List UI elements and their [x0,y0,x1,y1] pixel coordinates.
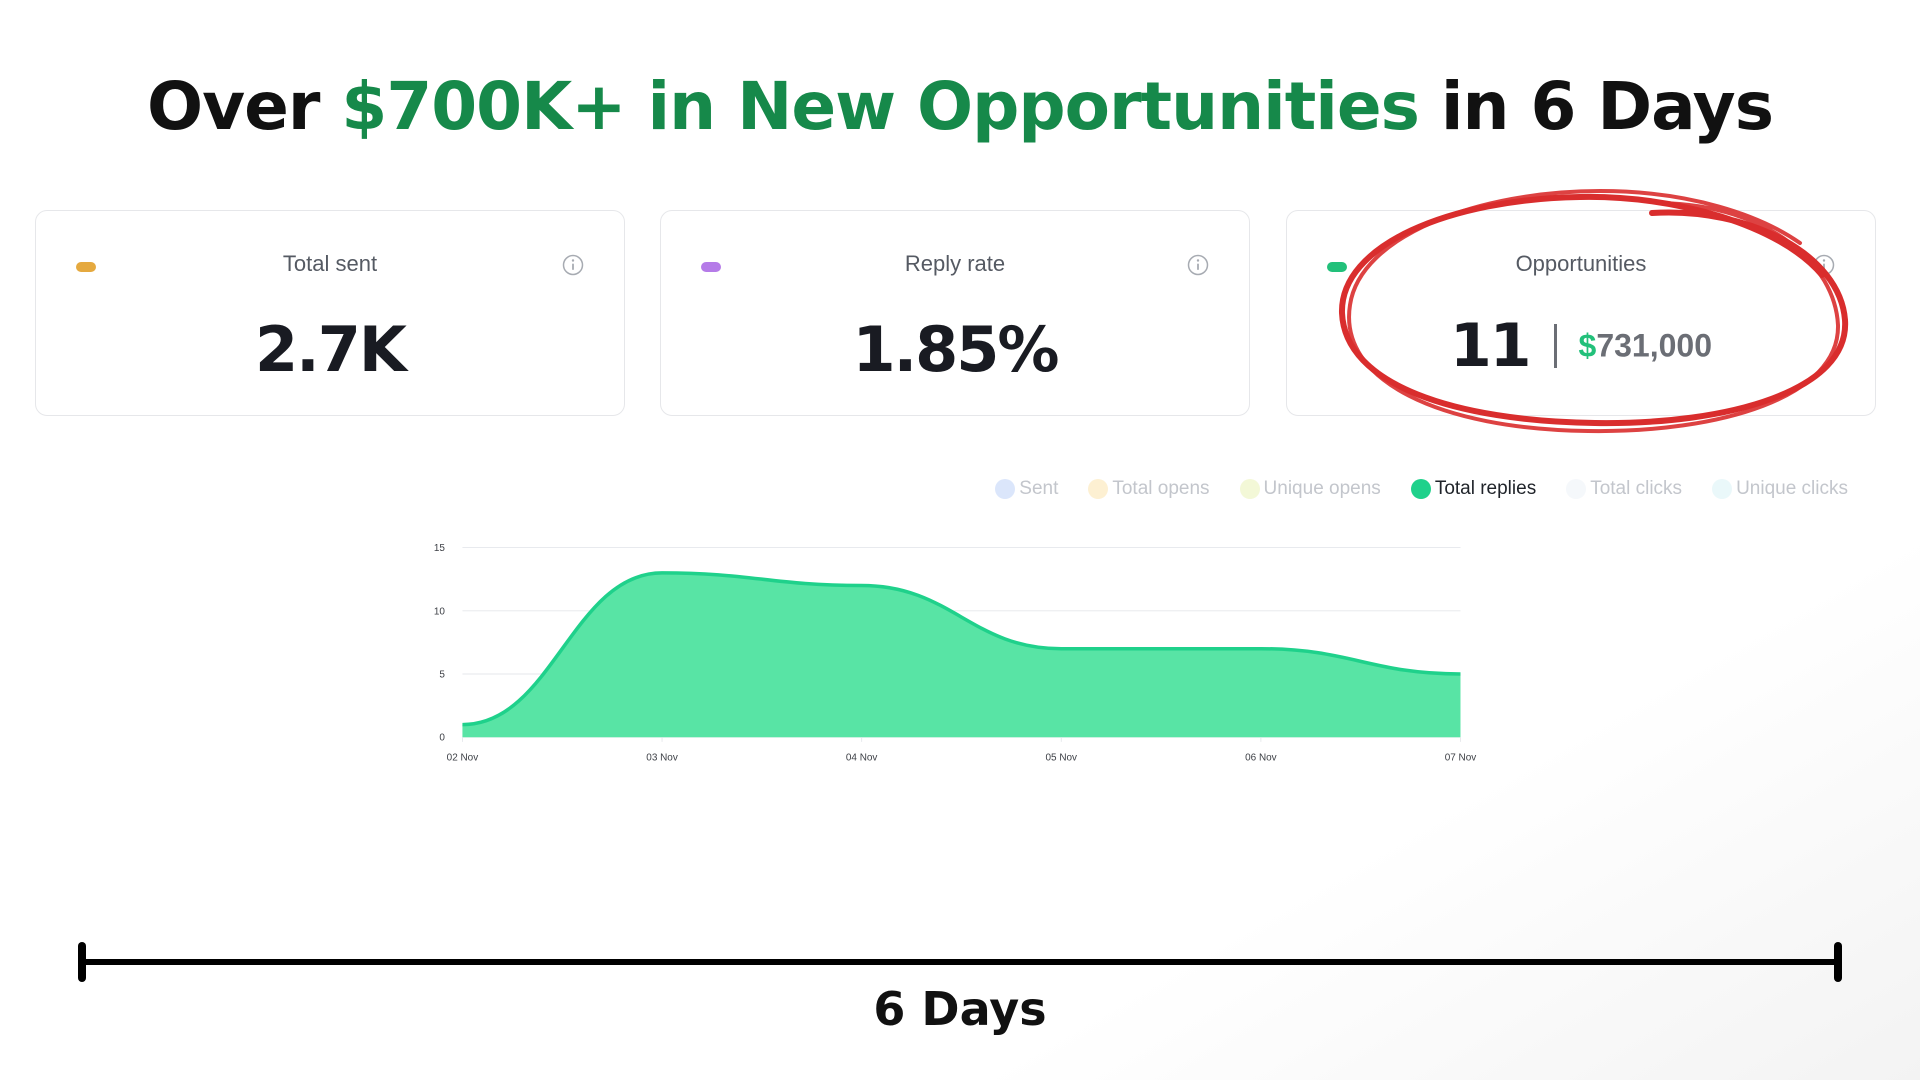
legend-swatch [1410,479,1431,499]
x-tick-label: 06 Nov [1245,753,1277,764]
total-sent-card: Total sent 2.7K [35,210,625,416]
opportunities-label: Opportunities [1515,251,1647,276]
y-tick-label: 10 [434,606,446,617]
reply-rate-color-dot [701,262,721,272]
info-icon[interactable] [562,254,584,276]
y-tick-label: 15 [434,543,446,554]
x-tick-label: 05 Nov [1046,753,1078,764]
x-tick-label: 02 Nov [447,753,479,764]
red-highlight-circle [1338,188,1849,434]
span-bracket [78,942,1842,982]
legend-label: Sent [1019,478,1059,499]
legend-swatch [1566,479,1587,499]
x-tick-label: 03 Nov [646,753,678,764]
span-label: 6 Days [873,982,1047,1036]
y-tick-label: 0 [439,733,445,744]
replies-area-chart: 0 5 10 15 02 Nov 03 Nov 04 Nov 05 Nov 06 Nov 07 N… [434,543,1477,764]
legend-label: Total opens [1112,478,1210,499]
legend-swatch [995,479,1016,499]
headline-suffix: in 6 Days [1418,68,1774,145]
opportunities-amount: $731,000 [1579,328,1712,364]
legend-swatch [1239,479,1260,499]
legend-item-unique-opens[interactable]: Unique opens [1239,478,1381,500]
total-sent-color-dot [76,262,96,272]
info-icon[interactable] [1187,254,1209,276]
opportunities-color-dot [1327,262,1347,272]
series-area-total-replies [462,572,1461,738]
legend-item-total-replies[interactable]: Total replies [1410,478,1537,500]
reply-rate-card: Reply rate 1.85% [660,210,1250,416]
legend-item-total-clicks[interactable]: Total clicks [1566,478,1682,500]
total-sent-label: Total sent [282,251,378,276]
legend-label: Unique clicks [1736,478,1848,499]
x-tick-label: 04 Nov [846,753,878,764]
opportunities-count: 11 [1450,311,1531,381]
series-line-total-replies [462,571,1461,727]
currency-symbol: $ [1578,327,1597,364]
legend-swatch [1088,479,1109,499]
legend-label: Unique opens [1263,478,1381,499]
legend-label: Total replies [1434,478,1537,499]
reply-rate-label: Reply rate [904,251,1006,276]
amount-number: 731,000 [1596,327,1712,364]
y-tick-label: 5 [439,670,445,681]
legend-swatch [1712,479,1733,499]
total-sent-value: 2.7K [255,313,407,386]
legend-item-unique-clicks[interactable]: Unique clicks [1712,478,1848,500]
legend-item-sent[interactable]: Sent [995,478,1058,500]
opportunities-value: 11 $731,000 [1287,311,1875,381]
legend-item-total-opens[interactable]: Total opens [1088,478,1210,500]
chart-legend: Sent Total opens Unique opens Total replies… [965,478,1848,502]
x-tick-label: 07 Nov [1445,753,1477,764]
legend-label: Total clicks [1590,478,1683,499]
headline: Over $700K+ in New Opportunities in 6 Da… [0,68,1920,145]
headline-highlight: $700K+ in New Opportunities [341,68,1420,145]
value-divider [1553,324,1557,368]
headline-prefix: Over [146,68,342,145]
reply-rate-value: 1.85% [852,313,1059,386]
